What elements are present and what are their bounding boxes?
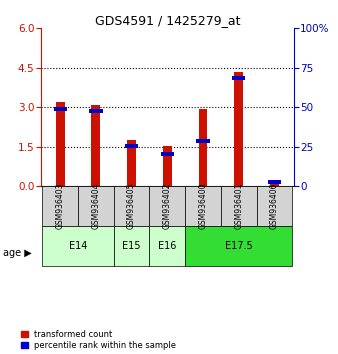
Bar [196,139,210,143]
Text: GSM936401: GSM936401 [234,183,243,229]
Legend: transformed count, percentile rank within the sample: transformed count, percentile rank withi… [21,330,176,350]
Bar [78,187,114,226]
Bar [56,102,65,187]
Text: GSM936400: GSM936400 [198,183,208,229]
Text: GSM936406: GSM936406 [270,183,279,229]
Bar [185,187,221,226]
Text: age ▶: age ▶ [3,248,32,258]
Text: GSM936403: GSM936403 [56,183,65,229]
Title: GDS4591 / 1425279_at: GDS4591 / 1425279_at [95,14,240,27]
Bar [268,180,281,184]
Bar [42,187,78,226]
Bar [161,152,174,156]
Bar [125,144,138,148]
Bar [198,109,208,187]
Bar [114,226,149,266]
Bar [257,187,292,226]
Text: E14: E14 [69,241,87,251]
Text: GSM936405: GSM936405 [127,183,136,229]
Bar [163,145,172,187]
Bar [89,109,103,113]
Text: E16: E16 [158,241,176,251]
Bar [114,187,149,226]
Bar [127,140,136,187]
Bar [234,72,243,187]
Bar [149,187,185,226]
Bar [221,187,257,226]
Bar [53,107,67,112]
Bar [232,76,245,80]
Bar [149,226,185,266]
Text: E17.5: E17.5 [225,241,252,251]
Bar [270,183,279,187]
Text: E15: E15 [122,241,141,251]
Bar [185,226,292,266]
Bar [42,226,114,266]
Text: GSM936404: GSM936404 [91,183,100,229]
Bar [92,105,100,187]
Text: GSM936402: GSM936402 [163,183,172,229]
